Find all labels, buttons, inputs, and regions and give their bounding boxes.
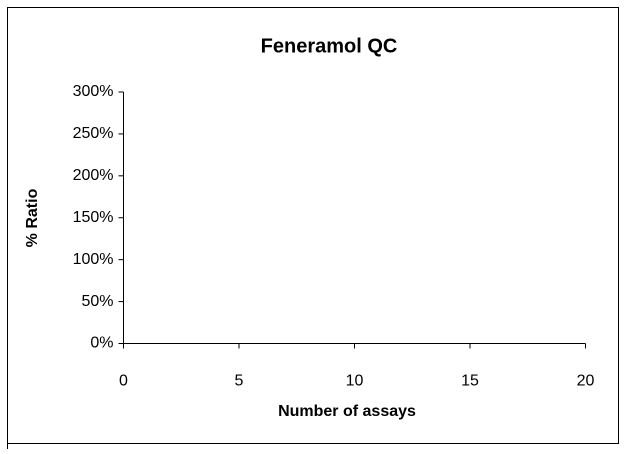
- y-tick-label: 300%: [73, 83, 114, 100]
- x-tick-label: 15: [461, 373, 479, 390]
- y-tick-label: 50%: [81, 293, 113, 310]
- y-axis-label: % Ratio: [24, 188, 41, 247]
- y-tick-label: 0%: [90, 335, 113, 352]
- x-tick-label: 10: [346, 373, 364, 390]
- chart-title: Feneramol QC: [261, 35, 398, 57]
- chart-frame: [7, 7, 619, 444]
- x-tick-label: 20: [577, 373, 595, 390]
- y-tick-label: 200%: [73, 167, 114, 184]
- x-tick-label: 5: [235, 373, 244, 390]
- y-tick-label: 100%: [73, 251, 114, 268]
- x-tick-label: 0: [119, 373, 128, 390]
- y-tick-label: 250%: [73, 125, 114, 142]
- x-axis-label: Number of assays: [278, 403, 416, 420]
- y-tick-label: 150%: [73, 209, 114, 226]
